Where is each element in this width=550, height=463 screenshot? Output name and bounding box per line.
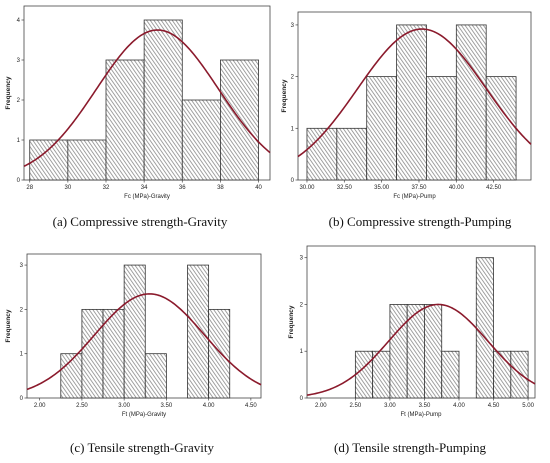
histogram-bar: [208, 308, 231, 399]
x-tick-label: 2.50: [76, 403, 88, 409]
histogram-bar: [354, 350, 374, 399]
y-tick-label: 0: [300, 396, 304, 402]
x-tick-label: 3.00: [118, 403, 130, 409]
x-axis-label: Fc (MPa)-Pump: [393, 194, 436, 200]
y-tick-label: 0: [17, 178, 21, 184]
x-tick-label: 38: [217, 185, 224, 191]
normal-curve: [297, 28, 532, 158]
x-axis-label: Ft (MPa)-Pump: [400, 412, 442, 418]
panel-caption: (d) Tensile strength-Pumping: [334, 440, 486, 455]
histogram-bar: [81, 308, 104, 399]
y-tick-label: 3: [20, 263, 24, 269]
y-tick-label: 1: [291, 126, 295, 132]
y-axis-label: Frequency: [281, 79, 288, 112]
x-tick-label: 36: [179, 185, 186, 191]
y-tick-label: 2: [291, 75, 295, 81]
y-tick-label: 3: [300, 256, 304, 262]
histogram-bar: [372, 350, 391, 399]
normal-curve: [306, 303, 536, 396]
panel-caption: (b) Compressive strength-Pumping: [329, 214, 512, 229]
histogram-bar: [396, 24, 427, 181]
x-tick-label: 4.50: [245, 403, 257, 409]
y-axis-label: Frequency: [5, 309, 12, 342]
x-tick-label: 4.00: [453, 403, 465, 409]
histogram-bar: [123, 264, 146, 399]
x-axis-label: Fc (MPa)-Gravity: [124, 194, 170, 200]
histogram-bar: [187, 264, 210, 399]
y-tick-label: 1: [300, 349, 304, 355]
y-tick-label: 2: [20, 307, 24, 313]
x-tick-label: 4.00: [203, 403, 215, 409]
histogram-bar: [485, 76, 517, 181]
histogram-bar: [143, 19, 183, 181]
normal-curve: [26, 293, 262, 391]
x-tick-label: 3.00: [384, 403, 396, 409]
y-tick-label: 4: [17, 18, 21, 24]
x-tick-label: 2.50: [350, 403, 362, 409]
x-tick-label: 34: [141, 185, 148, 191]
x-tick-label: 4.50: [488, 403, 500, 409]
y-tick-label: 0: [291, 178, 295, 184]
histogram-bar: [181, 99, 221, 181]
histogram-bar: [455, 24, 487, 181]
panel-caption: (a) Compressive strength-Gravity: [53, 214, 228, 229]
x-tick-label: 30: [65, 185, 72, 191]
histogram-panel-2: 30.00 32.50 35.00 37.50 40.00 42.50 0 1 2 3 Fc (MP…: [281, 11, 532, 229]
x-tick-label: 32.50: [337, 185, 353, 191]
histogram-bar: [336, 127, 368, 181]
x-tick-label: 2.00: [34, 403, 46, 409]
y-axis-label: Frequency: [288, 305, 295, 338]
histogram-bar: [424, 304, 443, 399]
x-tick-label: 35.00: [374, 185, 390, 191]
histogram-bar: [389, 304, 408, 399]
y-tick-label: 0: [20, 396, 24, 402]
x-tick-label: 40: [255, 185, 262, 191]
y-tick-label: 3: [291, 23, 295, 29]
x-axis-label: Ft (MPa)-Gravity: [122, 412, 166, 418]
y-tick-label: 1: [20, 352, 24, 358]
histogram-panel-4: 2.00 2.50 3.00 3.50 4.00 4.50 5.00 0 1 2 3 Ft (MPa)…: [288, 245, 536, 455]
normal-curve: [23, 29, 271, 168]
y-tick-label: 3: [17, 58, 21, 64]
x-tick-label: 42.50: [486, 185, 502, 191]
panel-caption: (c) Tensile strength-Gravity: [70, 440, 214, 455]
histogram-bar: [105, 59, 145, 181]
y-tick-label: 2: [300, 302, 304, 308]
x-tick-label: 28: [26, 185, 33, 191]
histogram-bar: [306, 127, 338, 181]
x-tick-label: 30.00: [299, 185, 315, 191]
x-tick-label: 3.50: [419, 403, 431, 409]
histogram-bar: [493, 350, 512, 399]
histogram-bar: [426, 76, 457, 181]
y-tick-label: 2: [17, 98, 21, 104]
y-tick-label: 1: [17, 138, 21, 144]
x-tick-label: 40.00: [449, 185, 465, 191]
histogram-bar: [67, 139, 107, 181]
x-tick-label: 32: [103, 185, 110, 191]
x-tick-label: 5.00: [522, 403, 534, 409]
histogram-panel-3: 2.00 2.50 3.00 3.50 4.00 4.50 0 1 2 3 Ft (MPa)-Gra…: [5, 253, 262, 455]
x-tick-label: 37.50: [411, 185, 427, 191]
histogram-bar: [144, 353, 167, 399]
histogram-bar: [441, 350, 460, 399]
x-tick-label: 3.50: [161, 403, 173, 409]
histogram-bar: [366, 76, 397, 181]
y-axis-label: Frequency: [5, 76, 12, 109]
histogram-bar: [475, 257, 494, 399]
histogram-bar: [510, 350, 529, 399]
x-tick-label: 2.00: [315, 403, 327, 409]
